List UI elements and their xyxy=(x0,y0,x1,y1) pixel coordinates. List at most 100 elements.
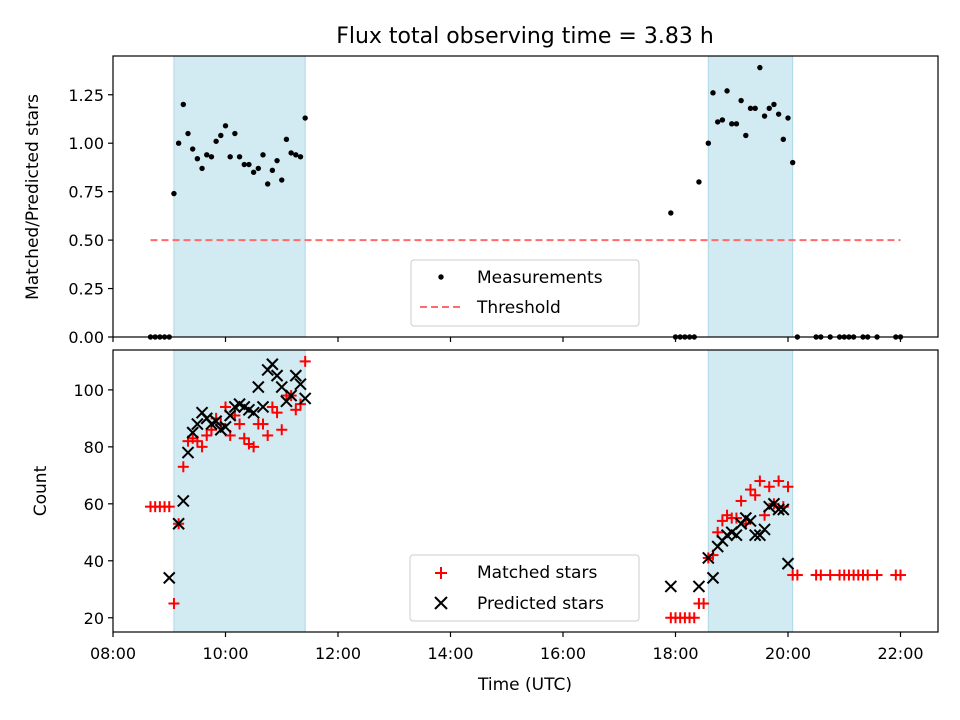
matched-star-point xyxy=(735,495,747,507)
measurement-point xyxy=(218,132,224,139)
measurement-point xyxy=(246,161,252,168)
matched-star-point xyxy=(201,429,213,441)
predicted-star-point xyxy=(266,358,279,371)
matched-star-point xyxy=(163,501,175,513)
measurement-point xyxy=(761,113,768,119)
measurement-point xyxy=(227,154,233,160)
legend-label-threshold: Threshold xyxy=(476,298,561,318)
top-y-tick-label: 1.25 xyxy=(68,86,104,105)
predicted-star-point xyxy=(163,571,176,585)
predicted-star-point xyxy=(219,420,232,434)
matched-star-point xyxy=(763,481,775,493)
matched-star-point xyxy=(271,407,283,419)
matched-star-point xyxy=(266,401,278,413)
measurement-point xyxy=(213,138,219,144)
measurement-point xyxy=(199,165,205,172)
matched-star-point xyxy=(234,418,246,430)
predicted-star-point xyxy=(664,580,678,593)
predicted-star-point xyxy=(247,406,260,419)
bottom-x-tick-label: 20:00 xyxy=(765,644,811,663)
matched-star-point xyxy=(248,441,260,453)
matched-star-point xyxy=(276,424,288,436)
bottom-x-tick-label: 12:00 xyxy=(315,644,361,663)
measurement-point xyxy=(236,154,243,160)
measurement-point xyxy=(766,105,772,112)
legend-marker-predicted xyxy=(434,596,448,610)
matched-star-point xyxy=(215,418,227,430)
bottom-x-tick-label: 16:00 xyxy=(540,644,586,663)
measurement-point xyxy=(696,179,702,185)
measurement-point xyxy=(729,121,735,127)
measurement-point xyxy=(757,64,763,71)
matched-star-point xyxy=(824,569,836,581)
matched-star-point xyxy=(871,569,883,581)
bottom-x-tick-label: 08:00 xyxy=(90,644,136,663)
predicted-star-point xyxy=(289,369,303,382)
top-y-tick-label: 0.25 xyxy=(68,280,104,299)
legend-label-matched: Matched stars xyxy=(477,563,597,583)
matched-star-point xyxy=(168,598,180,610)
measurement-point xyxy=(189,146,196,152)
predicted-star-point xyxy=(298,392,312,405)
matched-star-point xyxy=(791,569,803,581)
bottom-y-tick-label: 60 xyxy=(84,495,104,514)
predicted-star-point xyxy=(744,514,757,528)
measurement-point xyxy=(274,157,280,164)
matched-star-point xyxy=(196,441,208,453)
predicted-star-point xyxy=(748,528,762,542)
predicted-star-point xyxy=(730,528,743,542)
matched-star-point xyxy=(262,429,274,441)
top-y-tick-label: 0.50 xyxy=(68,231,104,250)
bottom-x-axis-label: Time (UTC) xyxy=(477,675,572,695)
predicted-star-point xyxy=(702,551,715,565)
predicted-star-point xyxy=(256,400,270,414)
measurement-point xyxy=(714,119,721,125)
legend-label-measurements: Measurements xyxy=(477,268,603,288)
measurement-point xyxy=(222,123,229,129)
measurement-point xyxy=(733,121,740,127)
measurement-point xyxy=(260,152,266,158)
measurement-point xyxy=(775,111,782,117)
matched-star-point xyxy=(782,481,794,493)
matched-star-point xyxy=(688,612,700,624)
top-y-axis-label: Matched/Predicted stars xyxy=(23,94,43,300)
predicted-star-point xyxy=(294,377,307,391)
top-legend: Measurements Threshold xyxy=(410,259,640,327)
measurement-point xyxy=(269,167,276,174)
top-y-tick-label: 0.75 xyxy=(68,183,104,202)
measurement-point xyxy=(180,101,187,108)
predicted-star-point xyxy=(777,503,790,516)
bottom-y-tick-label: 40 xyxy=(84,552,104,571)
measurement-point xyxy=(185,130,191,137)
bottom-legend: Matched stars Predicted stars xyxy=(409,554,640,622)
measurement-point xyxy=(724,88,730,94)
bottom-y-axis-label: Count xyxy=(31,465,51,516)
predicted-star-point xyxy=(781,557,795,570)
matched-star-point xyxy=(698,598,710,610)
bottom-y-tick-label: 20 xyxy=(84,609,104,628)
bottom-x-tick-label: 22:00 xyxy=(877,644,923,663)
measurement-point xyxy=(175,140,182,146)
predicted-star-point xyxy=(209,415,223,428)
legend-label-predicted: Predicted stars xyxy=(477,594,604,614)
bottom-legend-box xyxy=(409,554,640,622)
measurement-point xyxy=(780,136,787,143)
measurement-point xyxy=(288,150,294,156)
legend-marker-measurements xyxy=(438,274,444,280)
legend-marker-matched xyxy=(435,567,447,579)
matched-star-point xyxy=(299,355,311,367)
top-panel: 0.00 0.25 0.50 0.75 1.00 1.25 Matched/Predict… xyxy=(23,55,939,347)
top-plot-frame xyxy=(112,55,939,338)
top-y-tick-label: 0.00 xyxy=(68,328,104,347)
measurement-point xyxy=(255,165,262,172)
measurement-point xyxy=(771,101,777,108)
matched-star-point xyxy=(749,489,761,501)
observing-window-shade xyxy=(173,55,306,338)
predicted-star-point xyxy=(772,503,785,516)
bottom-plot-frame xyxy=(112,349,939,633)
measurement-point xyxy=(171,190,177,197)
matched-star-point xyxy=(238,432,250,444)
measurement-point xyxy=(208,154,215,160)
measurement-point xyxy=(719,117,726,123)
predicted-star-point xyxy=(270,369,284,382)
